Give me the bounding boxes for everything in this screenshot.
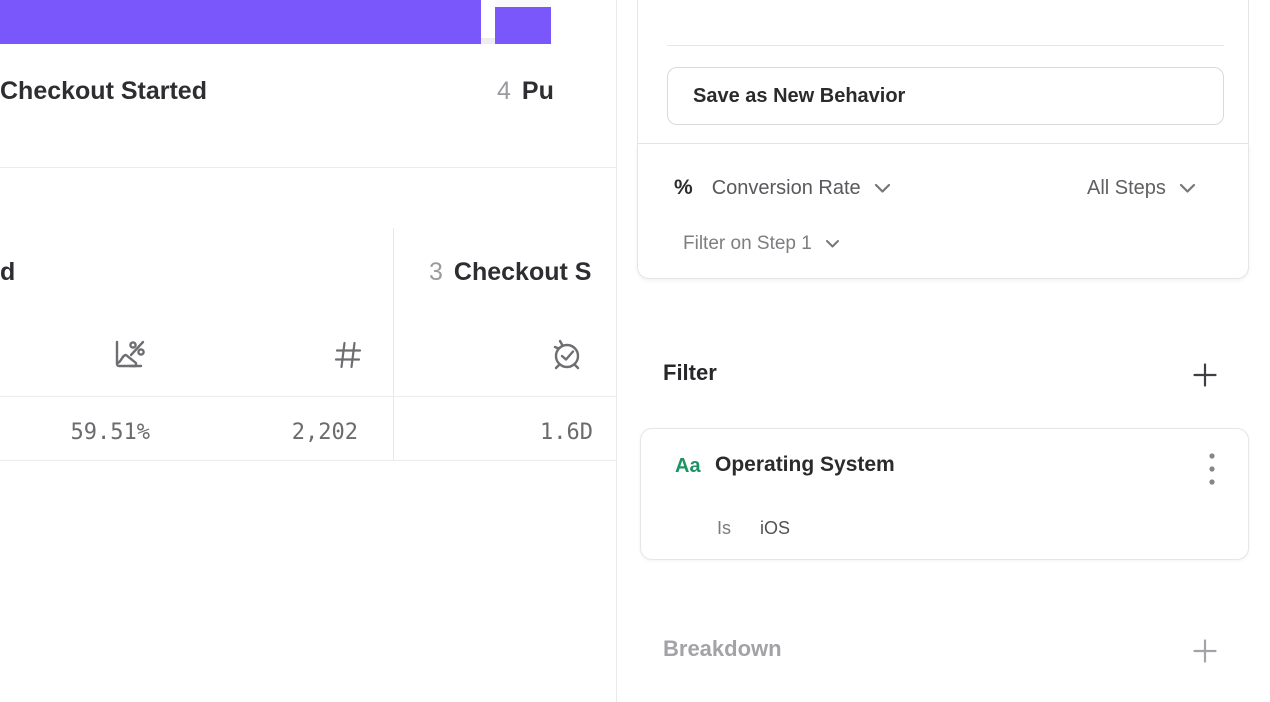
count-value: 2,202: [291, 420, 358, 445]
filter-property-name: Operating System: [715, 453, 895, 476]
steps-scope-label: All Steps: [1087, 176, 1166, 199]
metric-settings-card: [637, 144, 1249, 279]
chevron-down-icon: [1179, 183, 1196, 194]
metric-type-dropdown[interactable]: % Conversion Rate: [674, 174, 891, 202]
funnel-step4-number: 4: [497, 77, 511, 105]
table-step3-header: 3 Checkout S: [429, 258, 591, 287]
filter-condition-card[interactable]: [640, 428, 1249, 560]
funnel-step4-name: Pu: [521, 77, 554, 105]
table-column-divider: [393, 228, 394, 460]
metric-type-label: Conversion Rate: [711, 176, 861, 199]
filter-value[interactable]: iOS: [760, 518, 791, 538]
filter-step-scope-label: Filter on Step 1: [683, 233, 812, 254]
funnel-step3-label: Checkout Started: [0, 77, 207, 105]
funnel-bar-step4[interactable]: [495, 7, 551, 44]
table-step3-number: 3: [429, 258, 443, 286]
add-filter-button[interactable]: [1191, 361, 1218, 388]
hash-count-icon: [333, 340, 363, 370]
filter-kebab-menu-button[interactable]: [1202, 450, 1222, 488]
plus-icon: [1192, 362, 1217, 387]
filter-operator[interactable]: Is: [717, 518, 732, 538]
chevron-down-icon: [825, 239, 840, 249]
duration-value: 1.6D: [540, 420, 593, 445]
conversion-rate-value: 59.51%: [70, 420, 150, 445]
property-type-badge: Aa: [675, 455, 701, 477]
filter-section-heading: Filter: [663, 360, 717, 385]
table-row-divider: [0, 396, 617, 397]
table-step-header-truncated: d: [0, 258, 16, 286]
table-bottom-border: [0, 460, 617, 461]
card-inner-separator: [667, 45, 1224, 46]
panel-divider: [616, 0, 617, 702]
kebab-menu-icon: [1209, 453, 1215, 485]
steps-scope-dropdown[interactable]: All Steps: [1087, 174, 1196, 202]
funnel-bar-step3[interactable]: [0, 0, 481, 44]
table-step3-name: Checkout S: [453, 258, 592, 286]
chart-table-separator: [0, 167, 617, 168]
percent-symbol-icon: %: [674, 176, 693, 199]
alarm-check-duration-icon: [548, 335, 586, 373]
conversion-rate-chart-icon: [108, 335, 148, 375]
funnel-step4-label: 4 Pu: [497, 77, 554, 106]
chevron-down-icon: [874, 183, 891, 194]
funnel-bar-connector: [481, 38, 495, 44]
save-as-new-behavior-button[interactable]: Save as New Behavior: [667, 67, 1224, 125]
filter-step-scope-dropdown[interactable]: Filter on Step 1: [683, 231, 840, 257]
add-breakdown-button[interactable]: [1191, 637, 1218, 664]
plus-icon: [1192, 638, 1217, 663]
breakdown-section-heading: Breakdown: [663, 636, 782, 661]
